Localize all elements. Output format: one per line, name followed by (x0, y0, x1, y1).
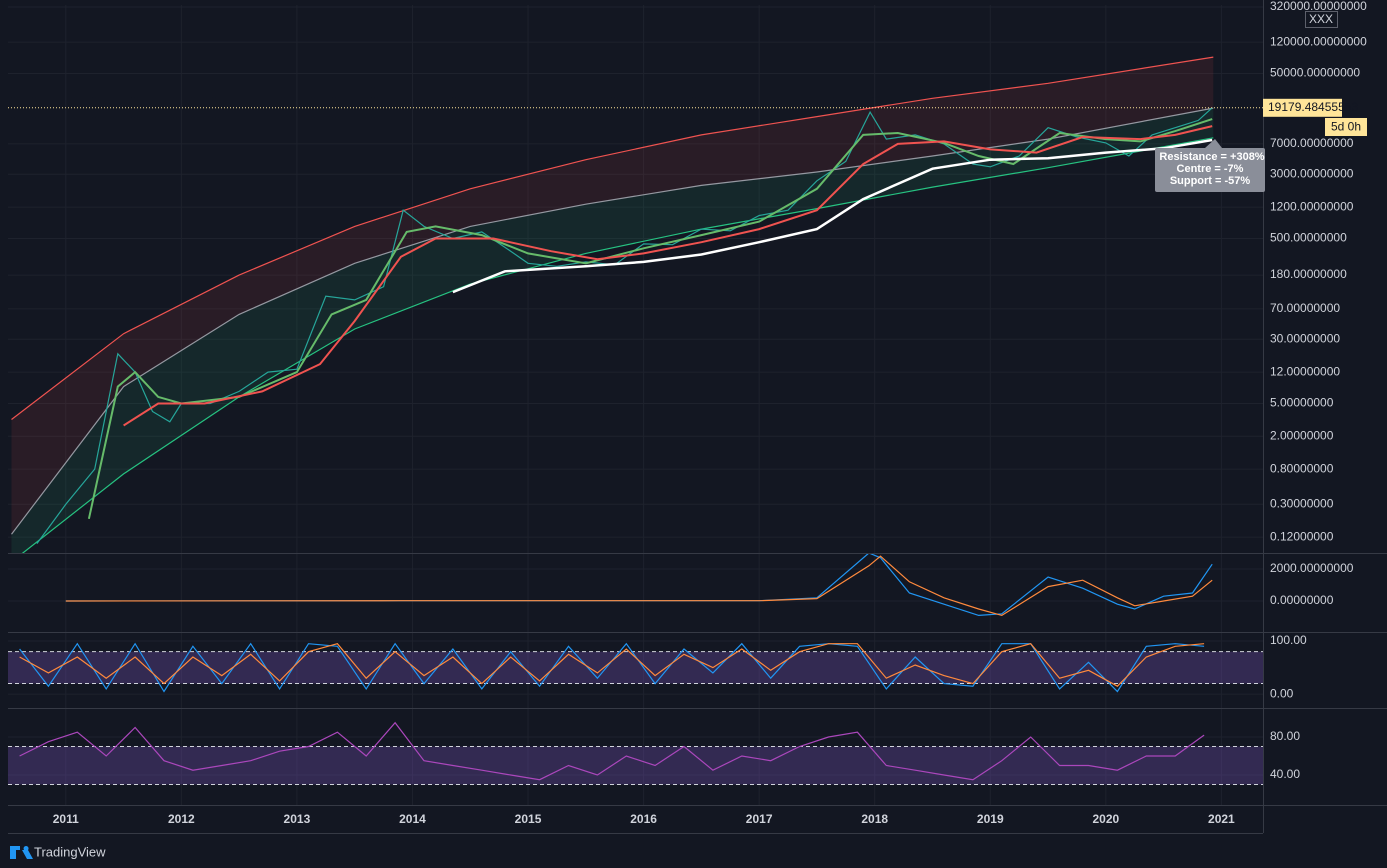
x-tick-label: 2021 (1208, 812, 1235, 826)
y-tick-label: 0.12000000 (1270, 529, 1334, 543)
brand: TradingView (10, 844, 106, 859)
series-line (452, 138, 1213, 294)
y-tick-label: 70.00000000 (1270, 301, 1340, 315)
x-tick-label: 2011 (53, 812, 79, 826)
annotation-background (1155, 148, 1265, 192)
x-tick-label: 2016 (630, 812, 657, 826)
y-tick-label: 0.80000000 (1270, 461, 1334, 475)
brand-name: TradingView (34, 844, 106, 859)
countdown-label: 5d 0h (1331, 120, 1361, 134)
y-tick-label: 0.00 (1270, 686, 1294, 700)
annotation-text: Resistance = +308% (1159, 151, 1264, 163)
annotation-box: Resistance = +308% Centre = -7% Support … (1155, 139, 1265, 192)
y-tick-label: 2.00000000 (1270, 428, 1334, 442)
countdown-badge: 5d 0h (1325, 118, 1367, 136)
y-tick-label: 100.00 (1270, 633, 1307, 647)
x-tick-label: 2019 (977, 812, 1004, 826)
series-line (19, 721, 1205, 781)
y-tick-label: 180.00000000 (1270, 267, 1347, 281)
symbol-badge: XXX (1305, 11, 1338, 28)
y-tick-label: 500.00000000 (1270, 231, 1347, 245)
y-tick-label: 40.00 (1270, 767, 1300, 781)
x-tick-label: 2020 (1092, 812, 1119, 826)
price-label-box (1263, 98, 1342, 117)
x-tick-label: 2013 (284, 812, 311, 826)
y-tick-label: 5.00000000 (1270, 396, 1334, 410)
y-tick-label: 50000.00000000 (1270, 66, 1360, 80)
y-tick-label: 80.00 (1270, 729, 1300, 743)
band-fill (8, 746, 1263, 785)
x-tick-label: 2017 (746, 812, 773, 826)
y-tick-label: 0.30000000 (1270, 496, 1334, 510)
brand-logo (10, 846, 33, 859)
y-tick-label: 30.00000000 (1270, 331, 1340, 345)
countdown-box (1325, 118, 1367, 136)
series-line (87, 118, 1213, 520)
series-line (21, 137, 1214, 553)
y-tick-label: 120000.00000000 (1270, 34, 1367, 48)
annotation-text: Centre = -7% (1177, 163, 1244, 175)
y-tick-label: 3000.00000000 (1270, 166, 1354, 180)
x-tick-label: 2014 (399, 812, 426, 826)
series-line (123, 125, 1213, 427)
series-line (19, 643, 1205, 687)
price-label: 19179.48455553 (1268, 100, 1358, 114)
series-line (65, 555, 1213, 617)
series-line (11, 56, 1214, 420)
y-tick-label: 0.00000000 (1270, 593, 1334, 607)
x-tick-label: 2015 (515, 812, 542, 826)
x-tick-label: 2012 (168, 812, 195, 826)
x-tick-label: 2018 (861, 812, 888, 826)
y-tick-label: 1200.00000000 (1270, 199, 1354, 213)
y-tick-label: 12.00000000 (1270, 364, 1340, 378)
y-tick-label: 7000.00000000 (1270, 136, 1354, 150)
series-line (11, 107, 1214, 535)
annotation-text: Support = -57% (1170, 175, 1251, 187)
annotation-pointer (1205, 139, 1222, 148)
symbol-label: XXX (1309, 12, 1333, 26)
y-tick-label: 2000.00000000 (1270, 561, 1354, 575)
channel-fill (11, 57, 1214, 535)
y-tick-label: 320000.00000000 (1270, 0, 1367, 13)
symbol-badge-box (1305, 11, 1338, 28)
